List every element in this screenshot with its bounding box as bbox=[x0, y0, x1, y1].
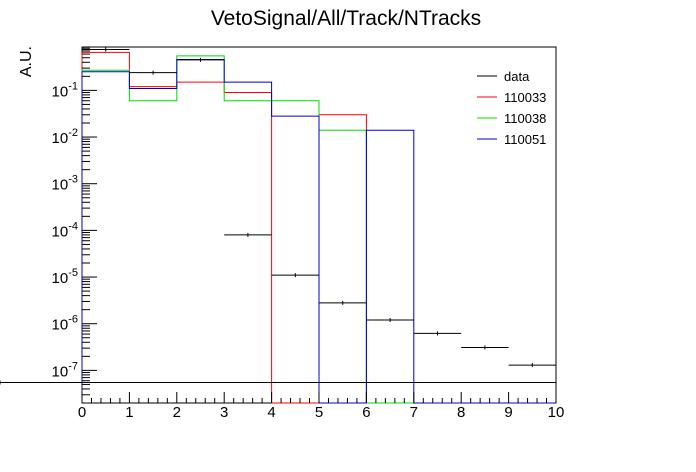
data-point bbox=[176, 57, 225, 62]
y-tick-label: 10-7 bbox=[52, 360, 78, 380]
x-tick-label: 1 bbox=[125, 404, 133, 421]
data-point bbox=[461, 345, 509, 350]
legend-item: 110033 bbox=[477, 90, 546, 105]
x-tick-label: 2 bbox=[173, 404, 181, 421]
data-point bbox=[0, 380, 556, 385]
legend-label: 110051 bbox=[504, 132, 546, 147]
data-point bbox=[224, 232, 272, 237]
data-point bbox=[508, 363, 556, 368]
y-tick-label: 10-5 bbox=[52, 267, 78, 287]
y-tick-label: 10-3 bbox=[52, 174, 78, 194]
legend-label: 110033 bbox=[504, 90, 546, 105]
x-tick-label: 5 bbox=[315, 404, 323, 421]
data-point bbox=[82, 47, 130, 52]
x-tick-label: 4 bbox=[267, 404, 275, 421]
x-tick-label: 7 bbox=[410, 404, 418, 421]
data-point bbox=[319, 300, 367, 305]
legend-item: 110051 bbox=[477, 132, 546, 147]
legend-label: data bbox=[504, 69, 530, 84]
x-tick-label: 6 bbox=[362, 404, 370, 421]
data-point bbox=[413, 331, 462, 336]
x-tick-label: 9 bbox=[504, 404, 512, 421]
x-tick-label: 3 bbox=[220, 404, 228, 421]
data-point bbox=[366, 318, 414, 323]
legend-item: data bbox=[477, 69, 530, 84]
y-tick-label: 10-1 bbox=[52, 80, 78, 100]
legend-item: 110038 bbox=[477, 111, 546, 126]
y-tick-label: 10-6 bbox=[52, 314, 78, 334]
legend: data 110033 110038 110051 bbox=[477, 69, 546, 147]
x-tick-label: 8 bbox=[457, 404, 465, 421]
x-tick-label: 0 bbox=[78, 404, 86, 421]
x-tick-label: 10 bbox=[548, 404, 565, 421]
y-axis-label: A.U. bbox=[18, 46, 35, 77]
y-tick-label: 10-4 bbox=[52, 220, 78, 240]
chart-title: VetoSignal/All/Track/NTracks bbox=[211, 7, 481, 30]
data-point bbox=[271, 273, 319, 278]
data-point bbox=[129, 70, 177, 75]
y-tick-label: 10-2 bbox=[52, 127, 78, 147]
legend-label: 110038 bbox=[504, 111, 546, 126]
